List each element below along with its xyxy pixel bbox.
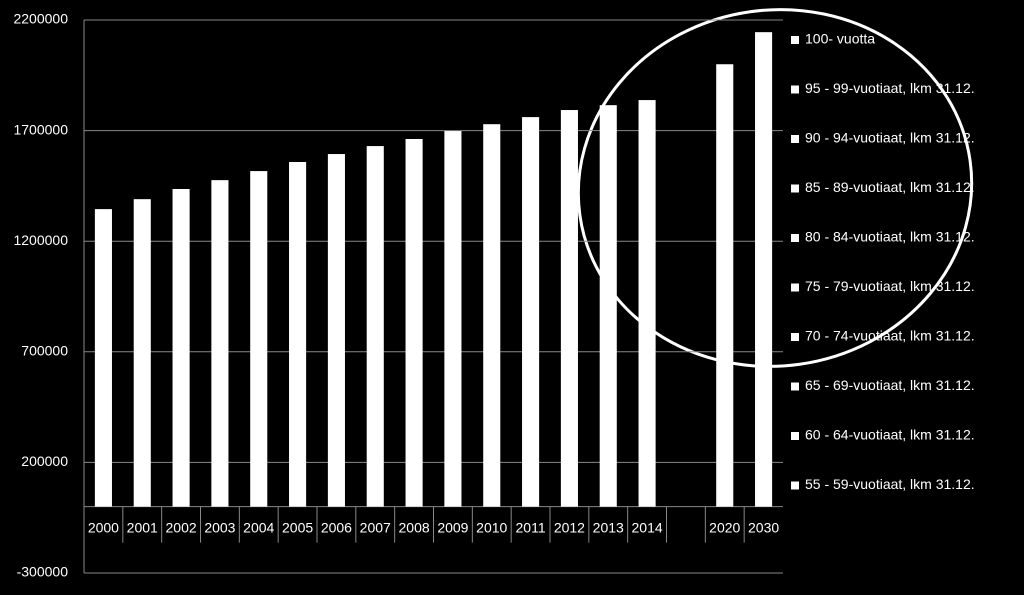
bar [172,188,190,507]
bar [133,199,151,507]
legend-swatch [791,283,799,292]
x-tick-label: 2009 [437,519,468,535]
legend-swatch [791,333,799,341]
bar [755,32,773,507]
y-tick-label: -300000 [17,564,69,580]
legend-swatch [791,135,799,143]
x-tick-label: 2008 [399,519,430,535]
legend-label: 80 - 84-vuotiaat, lkm 31.12. [805,229,975,245]
x-tick-label: 2030 [748,519,779,535]
legend-swatch [791,382,799,391]
x-tick-label: 2014 [632,519,663,535]
x-tick-label: 2010 [476,519,507,535]
legend-swatch [791,85,799,94]
x-tick-label: 2003 [204,519,235,535]
legend-label: 85 - 89-vuotiaat, lkm 31.12. [805,179,975,195]
legend-swatch [791,432,799,440]
legend-swatch [791,481,799,490]
y-tick-label: 1200000 [13,232,68,248]
y-tick-label: 1700000 [13,121,68,137]
bar [483,124,501,507]
highlight-ellipse [576,8,974,368]
legend-swatch [791,234,799,242]
bar [405,139,423,507]
bar [366,146,384,507]
x-tick-label: 2013 [593,519,624,535]
x-tick-label: 2007 [360,519,391,535]
x-tick-label: 2001 [127,519,158,535]
bar [327,154,345,507]
bar [94,209,112,507]
y-tick-label: 2200000 [13,11,68,27]
bar [444,131,462,507]
x-tick-label: 2020 [709,519,740,535]
bar [211,180,229,507]
bar [289,162,307,507]
x-tick-label: 2002 [166,519,197,535]
y-tick-label: 700000 [21,343,68,359]
x-tick-label: 2000 [88,519,119,535]
legend-label: 75 - 79-vuotiaat, lkm 31.12. [805,278,975,294]
legend-label: 90 - 94-vuotiaat, lkm 31.12. [805,130,975,146]
bar [716,64,734,507]
legend-label: 65 - 69-vuotiaat, lkm 31.12. [805,377,975,393]
bar [599,105,617,507]
bar [638,100,656,507]
legend-swatch [791,184,799,193]
bar [250,171,268,507]
x-tick-label: 2012 [554,519,585,535]
x-tick-label: 2005 [282,519,313,535]
legend-swatch [791,36,799,44]
legend-label: 95 - 99-vuotiaat, lkm 31.12. [805,80,975,96]
legend-label: 70 - 74-vuotiaat, lkm 31.12. [805,328,975,344]
x-tick-label: 2011 [516,519,546,535]
bar [560,110,578,507]
legend-label: 55 - 59-vuotiaat, lkm 31.12. [805,476,975,492]
legend-label: 100- vuotta [805,31,875,47]
legend-label: 60 - 64-vuotiaat, lkm 31.12. [805,427,975,443]
y-tick-label: 200000 [21,453,68,469]
x-tick-label: 2004 [243,519,274,535]
x-tick-label: 2006 [321,519,352,535]
bar [522,117,540,507]
